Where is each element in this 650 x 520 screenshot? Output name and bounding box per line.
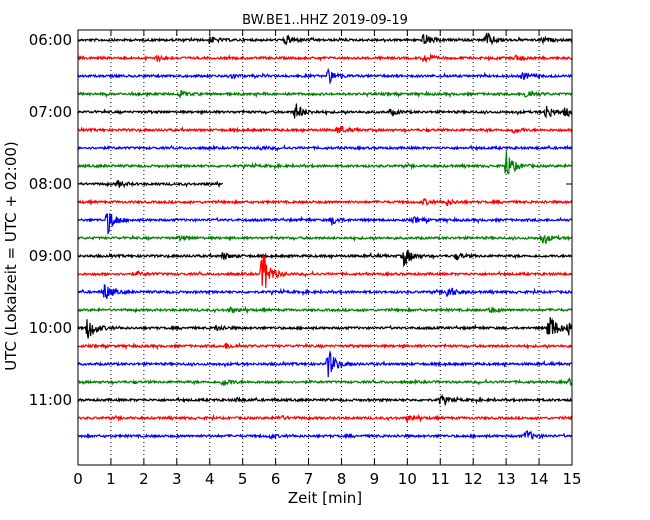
trace-row-16: [77, 317, 573, 339]
x-tick-label: 14: [530, 470, 549, 488]
trace-row-13: [77, 253, 572, 288]
x-tick-label: 4: [205, 470, 215, 488]
trace-row-14: [77, 283, 573, 299]
x-axis-label: Zeit [min]: [288, 489, 362, 507]
trace-row-7: [77, 151, 573, 175]
y-hour-label: 07:00: [29, 103, 72, 121]
y-hour-label: 06:00: [29, 31, 72, 49]
trace-row-11: [77, 234, 573, 245]
y-hour-label: 10:00: [29, 319, 72, 337]
plot-frame: [77, 29, 573, 466]
y-hour-label: 08:00: [29, 175, 72, 193]
trace-row-6: [77, 144, 573, 152]
x-tick-label: 9: [370, 470, 380, 488]
x-tick-label: 11: [431, 470, 450, 488]
trace-row-3: [77, 89, 573, 99]
y-hour-label: 11:00: [29, 391, 72, 409]
y-axis-label: UTC (Lokalzeit = UTC + 02:00): [2, 141, 20, 371]
trace-row-10: [77, 213, 573, 236]
x-tick-label: 13: [497, 470, 516, 488]
y-hour-label: 09:00: [29, 247, 72, 265]
trace-row-8: [77, 179, 224, 189]
x-tick-label: 2: [139, 470, 149, 488]
x-axis-ticks: 0 1 2 3 4 5 6 7 8 9 10 11 12 13 14 15: [73, 30, 582, 488]
trace-row-19: [77, 377, 573, 387]
x-tick-label: 10: [398, 470, 417, 488]
trace-row-4: [77, 103, 573, 119]
trace-row-18: [77, 349, 573, 378]
x-tick-label: 3: [172, 470, 182, 488]
x-tick-label: 0: [73, 470, 83, 488]
grid-lines: [110, 30, 540, 465]
traces: [77, 32, 573, 441]
trace-row-22: [77, 430, 572, 441]
trace-row-12: [77, 249, 573, 268]
trace-row-1: [77, 52, 573, 64]
trace-row-15: [77, 305, 573, 315]
trace-row-21: [77, 413, 573, 423]
x-tick-label: 1: [106, 470, 116, 488]
y-axis-ticks: 06:00 07:00 08:00 09:00 10:00 11:00: [29, 31, 572, 409]
trace-row-0: [77, 32, 573, 46]
x-tick-label: 6: [271, 470, 281, 488]
x-tick-label: 8: [337, 470, 347, 488]
trace-row-5: [77, 125, 573, 135]
trace-row-20: [77, 393, 572, 407]
x-tick-label: 7: [304, 470, 314, 488]
x-tick-label: 12: [464, 470, 483, 488]
trace-row-17: [77, 341, 573, 351]
x-tick-label: 15: [562, 470, 581, 488]
x-tick-label: 5: [238, 470, 248, 488]
trace-row-9: [77, 197, 573, 207]
chart-title: BW.BE1..HHZ 2019-09-19: [242, 13, 408, 28]
trace-row-2: [77, 67, 573, 85]
